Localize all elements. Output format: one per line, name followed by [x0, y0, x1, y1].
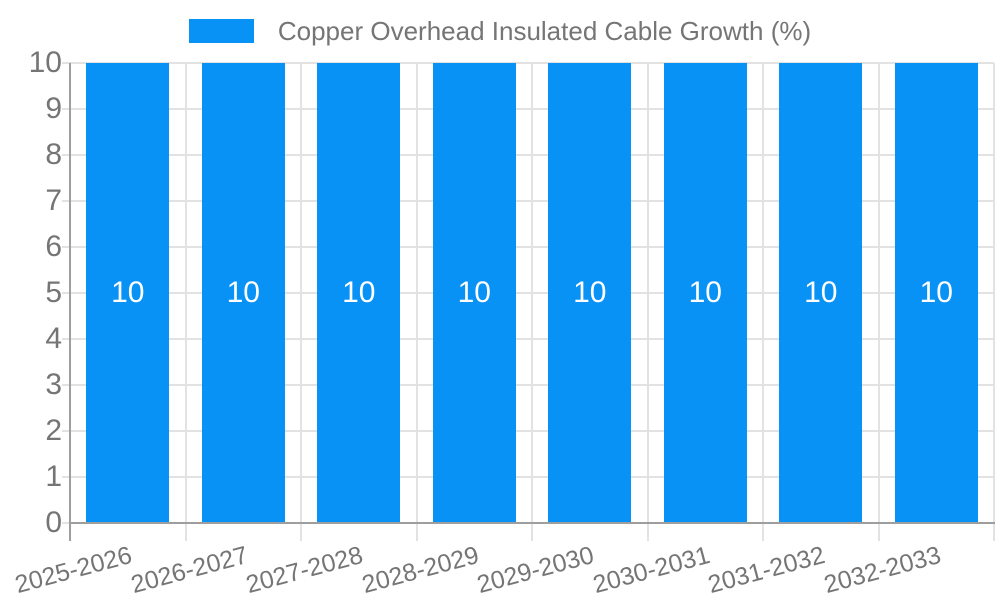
gridline-vertical	[300, 63, 302, 523]
y-axis-tick-label: 4	[45, 322, 62, 355]
bar-value-label: 10	[804, 276, 838, 309]
gridline-vertical	[531, 63, 533, 523]
x-axis-tick	[646, 523, 649, 541]
x-axis-tick-label: 2026-2027	[127, 541, 251, 599]
x-axis-tick	[415, 523, 418, 541]
gridline-vertical	[877, 63, 880, 523]
x-axis-tick	[531, 523, 533, 541]
gridline-horizontal	[62, 246, 994, 248]
gridline-horizontal	[62, 200, 994, 202]
bar-value-label: 10	[688, 276, 722, 309]
gridline-horizontal	[62, 154, 994, 156]
bar	[663, 63, 747, 523]
legend-swatch-icon	[188, 19, 254, 43]
bar-value-label: 10	[342, 276, 376, 309]
bar-value-label: 10	[226, 276, 260, 309]
bar	[548, 63, 632, 523]
y-axis-tick-label: 9	[45, 92, 62, 125]
y-axis-tick-label: 3	[45, 368, 62, 401]
x-axis-tick-label: 2031-2032	[705, 541, 828, 599]
gridline-horizontal	[62, 476, 994, 478]
x-axis-tick	[184, 523, 187, 541]
bar-value-label: 10	[573, 276, 607, 309]
y-axis-tick-label: 8	[45, 138, 62, 171]
x-axis-tick	[300, 523, 302, 541]
gridline-horizontal	[62, 108, 994, 110]
y-axis-tick-label: 7	[45, 184, 62, 217]
gridline-vertical	[415, 63, 418, 523]
y-axis-tick-label: 1	[45, 460, 62, 493]
gridline-horizontal	[62, 338, 994, 340]
gridline-horizontal	[62, 292, 994, 294]
x-axis-tick-label: 2029-2030	[474, 541, 597, 599]
bar	[779, 63, 863, 523]
gridline-horizontal	[62, 384, 994, 386]
y-axis-line	[69, 63, 71, 541]
bar	[432, 63, 516, 523]
gridline-horizontal	[62, 430, 994, 432]
y-axis-tick-label: 2	[45, 414, 62, 447]
x-axis-tick	[877, 523, 880, 541]
x-axis-tick	[993, 523, 995, 541]
gridline-vertical	[184, 63, 187, 523]
x-axis-line	[69, 522, 995, 524]
y-axis-tick-label: 0	[45, 506, 62, 539]
bar	[201, 63, 285, 523]
x-axis-tick-label: 2027-2028	[243, 541, 366, 599]
gridline-vertical	[762, 63, 764, 523]
legend-label: Copper Overhead Insulated Cable Growth (…	[277, 15, 812, 46]
y-axis-tick-label: 10	[28, 46, 62, 79]
chart-legend: Copper Overhead Insulated Cable Growth (…	[0, 16, 1000, 46]
y-axis-tick-label: 6	[45, 230, 62, 263]
gridline-vertical	[646, 63, 649, 523]
bar	[894, 63, 978, 523]
x-axis-tick-label: 2025-2026	[12, 541, 135, 599]
bar	[317, 63, 401, 523]
x-axis-tick-label: 2028-2029	[358, 541, 482, 599]
x-axis-tick-label: 2032-2033	[820, 541, 944, 599]
x-axis-tick	[762, 523, 764, 541]
gridline-vertical	[993, 63, 995, 523]
y-axis-tick-label: 5	[45, 276, 62, 309]
bar-value-label: 10	[457, 276, 491, 309]
bar-value-label: 10	[111, 276, 145, 309]
bar	[86, 63, 170, 523]
gridline-horizontal	[62, 62, 994, 64]
bar-value-label: 10	[919, 276, 953, 309]
x-axis-tick-label: 2030-2031	[589, 541, 713, 599]
